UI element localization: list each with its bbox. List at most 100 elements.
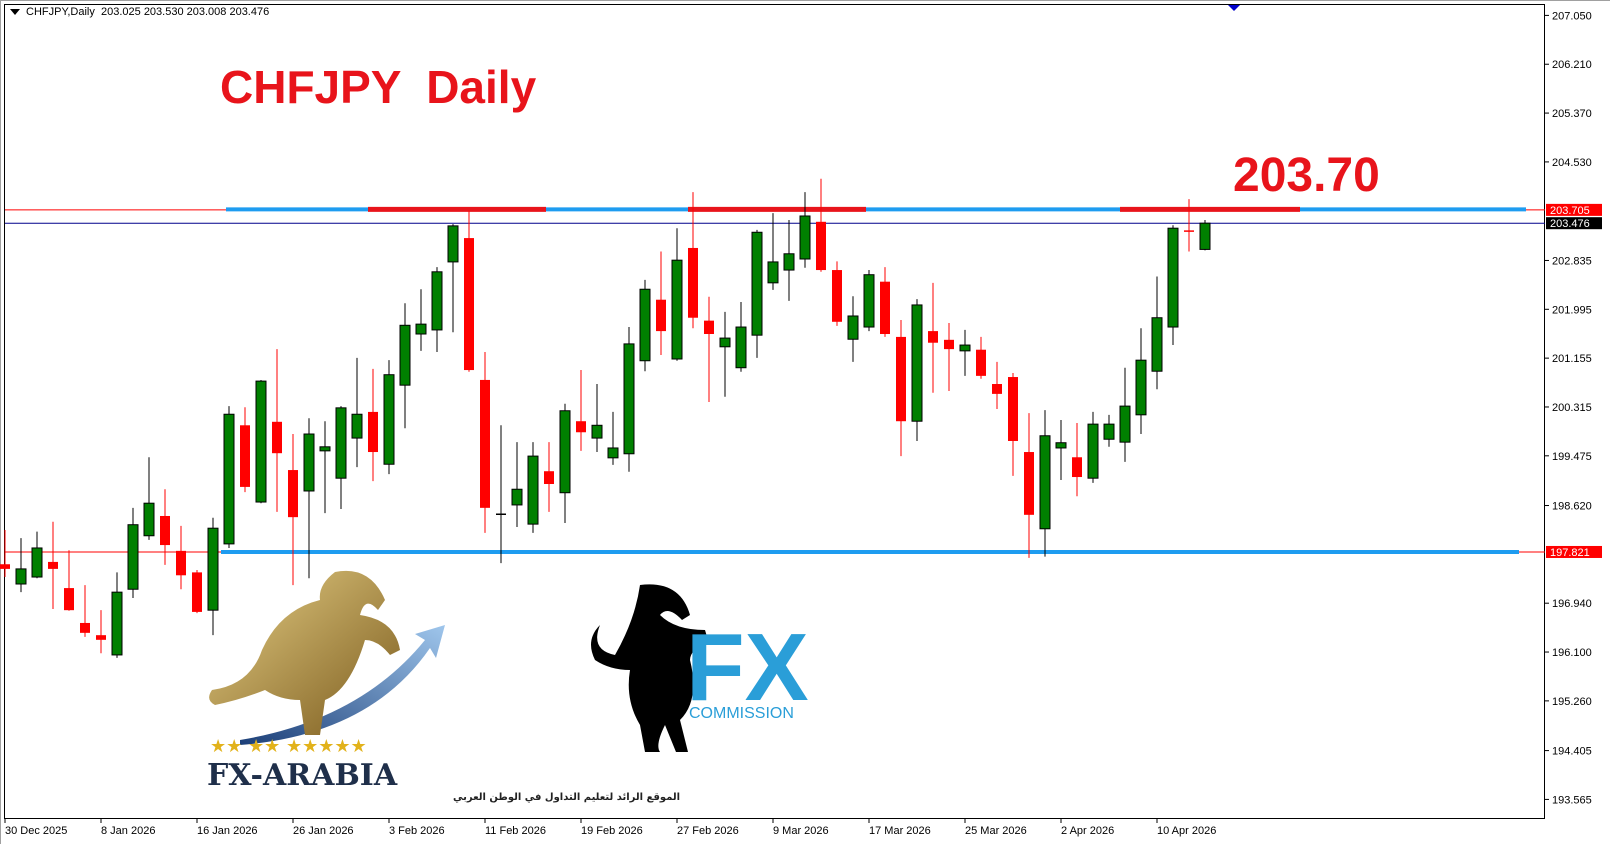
candle-body xyxy=(671,259,683,360)
candle-body xyxy=(272,421,282,454)
date-tick-label: 2 Apr 2026 xyxy=(1061,825,1114,837)
candle xyxy=(15,538,27,593)
candle-body xyxy=(48,561,58,569)
candle-body xyxy=(1119,405,1131,443)
price-tick-label: 196.100 xyxy=(1552,647,1592,659)
candle-body xyxy=(639,288,651,362)
candle-body xyxy=(959,344,971,352)
date-tick-label: 16 Jan 2026 xyxy=(197,825,258,837)
candle xyxy=(1135,328,1147,435)
candle xyxy=(816,178,826,272)
candle xyxy=(1008,372,1018,476)
fx-mark: FX xyxy=(686,614,809,721)
candle xyxy=(48,521,58,610)
candle xyxy=(1119,367,1131,462)
candle xyxy=(783,220,795,301)
candle xyxy=(335,406,347,510)
fx-arabia-wordmark: FX-ARABIA xyxy=(207,758,398,793)
price-tick-label: 195.260 xyxy=(1552,696,1592,708)
candle-body xyxy=(911,304,923,422)
candle-body xyxy=(351,413,363,439)
candle xyxy=(928,282,938,393)
candle-body xyxy=(976,349,986,376)
level-lines xyxy=(5,206,1545,554)
dropdown-triangle-icon[interactable] xyxy=(10,9,20,16)
candle-body xyxy=(944,339,954,350)
candle-body xyxy=(656,299,666,332)
candle xyxy=(431,267,443,353)
price-axis: 207.050 206.210 205.370 204.530 202.835 201.9… xyxy=(1545,10,1602,806)
date-tick-label: 8 Jan 2026 xyxy=(101,825,155,837)
date-tick-label: 10 Apr 2026 xyxy=(1157,825,1216,837)
gold-horse-icon xyxy=(209,570,400,735)
candle-body xyxy=(928,331,938,343)
candle-body xyxy=(255,380,267,503)
candle xyxy=(1039,410,1051,557)
candle-body xyxy=(447,225,459,263)
candle xyxy=(464,210,474,372)
candle xyxy=(383,360,395,475)
candle-body xyxy=(511,488,523,506)
candle-body xyxy=(544,471,554,485)
support-price-label: 197.821 xyxy=(1550,547,1590,559)
candle-body xyxy=(527,455,539,525)
candle xyxy=(623,327,635,472)
stars-icon: ★★ ★★ ★★★★★ xyxy=(210,736,367,757)
candle-body xyxy=(591,424,603,439)
candle-body xyxy=(816,221,826,271)
candle-body xyxy=(223,413,235,545)
candle xyxy=(288,434,298,586)
candle xyxy=(351,357,363,468)
candle-body xyxy=(319,446,331,452)
black-horse-icon xyxy=(591,584,708,752)
date-tick-label: 9 Mar 2026 xyxy=(773,825,829,837)
candle xyxy=(143,457,155,540)
candle-body xyxy=(847,315,859,340)
candle xyxy=(544,442,554,512)
candle-body xyxy=(1103,423,1115,440)
candle xyxy=(688,192,698,329)
chart-header: CHFJPY,Daily 203.025 203.530 203.008 203… xyxy=(10,6,269,18)
candle xyxy=(511,442,523,528)
candle xyxy=(832,261,842,326)
candle xyxy=(80,585,90,637)
price-label-box xyxy=(1546,217,1602,230)
candle xyxy=(767,213,779,290)
candle-body xyxy=(192,572,202,612)
candle-body xyxy=(607,447,619,459)
candle xyxy=(863,270,875,332)
candle-body xyxy=(96,635,106,640)
candle-body xyxy=(415,323,427,335)
candle-body xyxy=(992,384,1002,394)
candle-body xyxy=(751,231,763,336)
price-tick-label: 207.050 xyxy=(1552,10,1592,22)
candle xyxy=(319,421,331,514)
candle-body xyxy=(64,588,74,611)
candle xyxy=(1103,414,1115,447)
date-axis: 30 Dec 2025 8 Jan 2026 16 Jan 2026 26 Jan 2… xyxy=(4,819,1216,837)
symbol-timeframe: CHFJPY,Daily xyxy=(26,6,95,18)
candle xyxy=(527,442,539,533)
arrow-icon xyxy=(240,625,445,745)
candle-body xyxy=(623,343,635,455)
candle xyxy=(1024,413,1034,558)
candle xyxy=(1151,276,1163,390)
price-tick-label: 206.210 xyxy=(1552,59,1592,71)
candle-body xyxy=(1055,442,1067,449)
ohlc-readout: 203.025 203.530 203.008 203.476 xyxy=(101,6,270,18)
candle xyxy=(496,425,506,564)
candle xyxy=(31,531,43,579)
date-tick-label: 25 Mar 2026 xyxy=(965,825,1027,837)
candle-body xyxy=(735,326,747,369)
candle-body xyxy=(127,524,139,590)
candle-body xyxy=(368,411,378,453)
candle xyxy=(735,302,747,372)
candle-body xyxy=(688,247,698,318)
candle xyxy=(799,192,811,268)
candle-body xyxy=(783,253,795,271)
candle-body xyxy=(799,215,811,260)
candle-body xyxy=(303,433,315,492)
candle xyxy=(255,379,267,504)
candle xyxy=(160,489,170,565)
